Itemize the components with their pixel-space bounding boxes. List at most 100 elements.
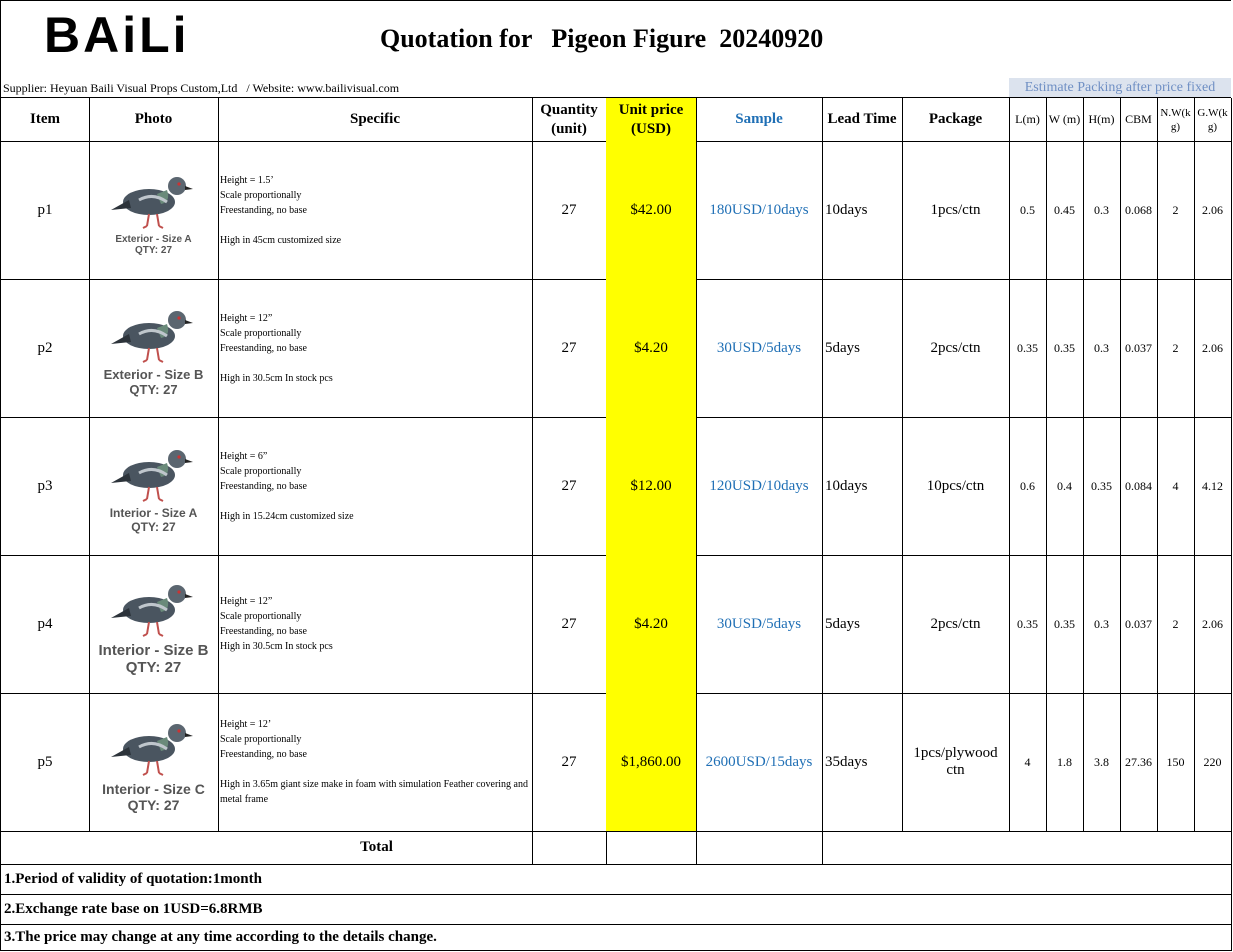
l: 0.5 — [1009, 141, 1047, 280]
spec-text: Height = 1.5’ Scale proportionally Freesta… — [220, 173, 341, 248]
spec-note: High in 45cm customized size — [220, 234, 342, 246]
gw: 220 — [1194, 693, 1232, 832]
lead-time: 35days — [822, 693, 903, 832]
unit-price: $4.20 — [606, 279, 697, 418]
column-header: Specific — [218, 98, 533, 142]
h: 3.8 — [1083, 693, 1121, 832]
column-header: Photo — [89, 98, 219, 142]
pigeon-icon — [110, 584, 193, 637]
gw: 2.06 — [1194, 141, 1232, 280]
item: p3 — [0, 417, 90, 556]
package: 2pcs/ctn — [902, 555, 1010, 694]
nw: 2 — [1157, 279, 1195, 418]
cbm: 0.037 — [1120, 279, 1158, 418]
lead-time: 10days — [822, 417, 903, 556]
spec-line: Height = 6” — [220, 450, 268, 462]
photo-qty: QTY: 27 — [125, 659, 182, 676]
unit-price: $4.20 — [606, 555, 697, 694]
spec-text: Height = 12” Scale proportionally Freestan… — [220, 311, 333, 386]
specific: Height = 6” Scale proportionally Freestand… — [218, 417, 533, 556]
gw: 2.06 — [1194, 555, 1232, 694]
spec-note: High in 15.24cm customized size — [220, 510, 354, 522]
total-quantity — [532, 831, 607, 865]
photo: Interior - Size C QTY: 27 — [89, 693, 219, 832]
spec-text: Height = 12” Scale proportionally Freestan… — [220, 594, 333, 654]
lead-time: 10days — [822, 141, 903, 280]
column-header: W (m) — [1046, 98, 1084, 142]
quantity: 27 — [532, 141, 607, 280]
spec-line: Height = 12’ — [220, 719, 272, 730]
pigeon-icon — [110, 311, 193, 363]
photo-caption: Exterior - Size B — [103, 367, 204, 383]
column-header: Item — [0, 98, 90, 142]
photo-qty: QTY: 27 — [127, 797, 180, 813]
h: 0.3 — [1083, 279, 1121, 418]
spec-line: Height = 12” — [220, 596, 273, 607]
column-header: Quantity (unit) — [532, 98, 607, 142]
photo-caption: Exterior - Size A — [115, 233, 192, 245]
package: 10pcs/ctn — [902, 417, 1010, 556]
nw: 2 — [1157, 555, 1195, 694]
total-rest — [822, 831, 1232, 865]
item: p4 — [0, 555, 90, 694]
w: 0.35 — [1046, 555, 1084, 694]
photo-caption: Interior - Size B — [98, 641, 209, 659]
nw: 4 — [1157, 417, 1195, 556]
package: 1pcs/ctn — [902, 141, 1010, 280]
l: 0.35 — [1009, 555, 1047, 694]
unit-price: $42.00 — [606, 141, 697, 280]
w: 1.8 — [1046, 693, 1084, 832]
photo-qty: QTY: 27 — [134, 245, 173, 256]
pigeon-icon — [110, 723, 193, 776]
note: 2.Exchange rate base on 1USD=6.8RMB — [0, 894, 1232, 925]
lead-time: 5days — [822, 279, 903, 418]
logo: BAiLi — [44, 7, 190, 63]
sample: 30USD/5days — [696, 555, 823, 694]
column-header: Lead Time — [822, 98, 903, 142]
spec-note: High in 3.65m giant size make in foam wi… — [220, 779, 528, 805]
nw: 2 — [1157, 141, 1195, 280]
w: 0.35 — [1046, 279, 1084, 418]
cbm: 0.084 — [1120, 417, 1158, 556]
spec-line: Scale proportionally — [220, 327, 302, 339]
w: 0.4 — [1046, 417, 1084, 556]
sample: 120USD/10days — [696, 417, 823, 556]
photo: Exterior - Size A QTY: 27 — [89, 141, 219, 280]
spec-note: High in 30.5cm In stock pcs — [220, 372, 333, 384]
column-header: Unit price (USD) — [606, 98, 697, 142]
spec-line: Freestanding, no base — [220, 480, 307, 492]
unit-price: $1,860.00 — [606, 693, 697, 832]
total-sample — [696, 831, 823, 865]
pigeon-icon — [110, 450, 193, 503]
photo-caption: Interior - Size C — [102, 780, 205, 797]
packing-note: Estimate Packing after price fixed — [1009, 78, 1231, 98]
h: 0.3 — [1083, 555, 1121, 694]
photo-qty: QTY: 27 — [131, 520, 176, 534]
sample: 2600USD/15days — [696, 693, 823, 832]
lead-time: 5days — [822, 555, 903, 694]
specific: Height = 12” Scale proportionally Freestan… — [218, 279, 533, 418]
gw: 4.12 — [1194, 417, 1232, 556]
h: 0.3 — [1083, 141, 1121, 280]
quantity: 27 — [532, 417, 607, 556]
quantity: 27 — [532, 279, 607, 418]
note: 1.Period of validity of quotation:1month — [0, 864, 1232, 895]
total-label: Total — [0, 831, 533, 865]
photo: Exterior - Size B QTY: 27 — [89, 279, 219, 418]
column-header: CBM — [1120, 98, 1158, 142]
photo-caption: Interior - Size A — [109, 506, 198, 521]
cbm: 27.36 — [1120, 693, 1158, 832]
unit-price: $12.00 — [606, 417, 697, 556]
item: p2 — [0, 279, 90, 418]
w: 0.45 — [1046, 141, 1084, 280]
cbm: 0.068 — [1120, 141, 1158, 280]
rule — [0, 97, 1231, 98]
l: 0.35 — [1009, 279, 1047, 418]
l: 4 — [1009, 693, 1047, 832]
spec-text: Height = 12’ Scale proportionally Freestan… — [220, 717, 532, 807]
spec-line: Height = 12” — [220, 312, 273, 324]
h: 0.35 — [1083, 417, 1121, 556]
spec-line: Freestanding, no base — [220, 626, 307, 637]
spec-line: Height = 1.5’ — [220, 174, 274, 186]
quantity: 27 — [532, 555, 607, 694]
